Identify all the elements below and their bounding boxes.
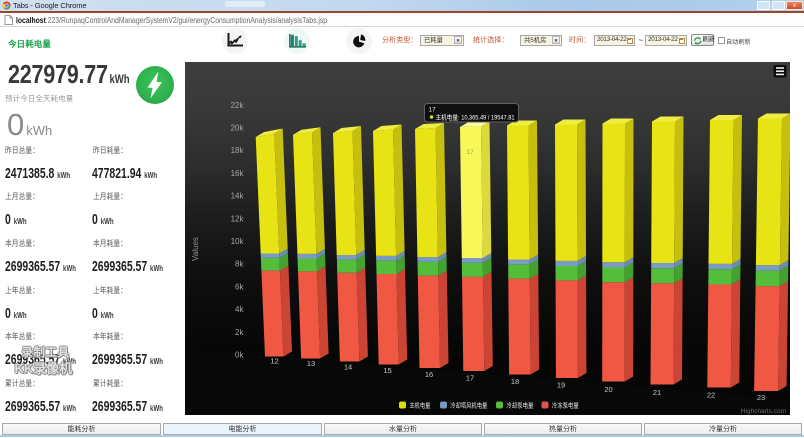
svg-text:17: 17 — [429, 107, 437, 114]
svg-text:17: 17 — [467, 150, 474, 156]
svg-text:20k: 20k — [231, 124, 245, 133]
svg-text:主机电量: 10,365.49 / 19547.81: 主机电量: 10,365.49 / 19547.81 — [436, 113, 515, 122]
svg-text:23: 23 — [757, 393, 765, 402]
svg-text:8k: 8k — [235, 260, 244, 269]
svg-text:2k: 2k — [235, 328, 244, 337]
svg-text:4k: 4k — [235, 305, 244, 314]
svg-text:10k: 10k — [231, 237, 245, 246]
svg-text:20: 20 — [604, 385, 612, 394]
svg-text:21: 21 — [653, 388, 661, 397]
svg-text:冷冻泵电量: 冷冻泵电量 — [552, 401, 579, 410]
svg-text:22: 22 — [707, 391, 715, 400]
svg-text:12k: 12k — [231, 214, 245, 223]
svg-text:冷却塔风机电量: 冷却塔风机电量 — [450, 401, 487, 410]
svg-text:6k: 6k — [235, 282, 244, 291]
svg-text:0k: 0k — [235, 351, 244, 360]
svg-text:19: 19 — [557, 381, 565, 390]
svg-text:14: 14 — [344, 363, 352, 372]
svg-text:12: 12 — [270, 357, 278, 366]
svg-text:17: 17 — [466, 374, 474, 383]
svg-text:16k: 16k — [231, 169, 245, 178]
svg-text:Highcharts.com: Highcharts.com — [741, 408, 786, 415]
svg-text:18: 18 — [511, 377, 519, 386]
svg-text:主机电量: 主机电量 — [409, 401, 430, 410]
svg-text:14k: 14k — [231, 192, 245, 201]
svg-text:13: 13 — [307, 359, 315, 368]
svg-text:冷却泵电量: 冷却泵电量 — [506, 401, 533, 410]
svg-text:18k: 18k — [231, 146, 245, 155]
svg-text:22k: 22k — [231, 101, 245, 110]
svg-text:Values: Values — [191, 237, 200, 261]
svg-text:16: 16 — [425, 370, 433, 379]
svg-text:15: 15 — [383, 366, 391, 375]
